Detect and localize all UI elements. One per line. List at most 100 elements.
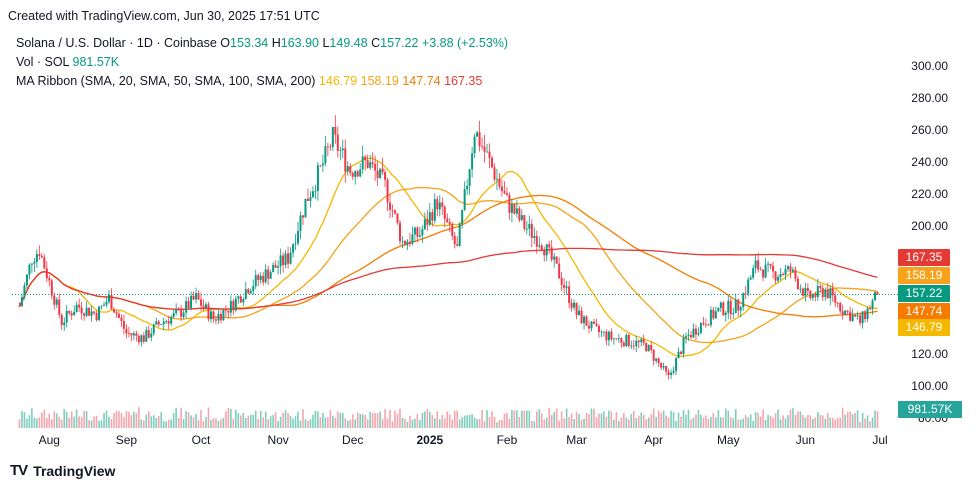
candle-114	[301, 215, 304, 225]
volume-bar-49	[140, 419, 143, 428]
candle-178	[461, 209, 464, 229]
volume-bar-171	[443, 418, 446, 428]
volume-bar-318	[809, 415, 812, 428]
price-badge-1: 158.19	[898, 267, 950, 284]
volume-bar-21	[70, 411, 73, 428]
y-tick-label-10: 100.00	[911, 379, 948, 393]
candle-177	[458, 222, 461, 248]
volume-bar-53	[150, 416, 153, 428]
low-label: L	[322, 36, 330, 50]
volume-bar-330	[839, 417, 842, 428]
volume-bar-303	[772, 417, 774, 428]
volume-bar-41	[120, 413, 123, 428]
volume-bar-29	[90, 420, 93, 428]
volume-bar-309	[787, 415, 789, 428]
volume-bar-322	[819, 414, 822, 428]
volume-bar-154	[401, 417, 404, 428]
candle-263	[672, 366, 675, 375]
candle-217	[558, 257, 561, 279]
volume-bar-241	[618, 421, 620, 428]
volume-bar-138	[361, 414, 364, 428]
volume-bar-6	[33, 417, 36, 428]
volume-bar-100	[267, 419, 269, 428]
candle-259	[662, 362, 665, 371]
volume-bar-175	[453, 410, 456, 428]
candle-221	[568, 280, 571, 309]
candle-104	[277, 260, 280, 275]
candle-228	[585, 315, 588, 326]
candle-142	[371, 152, 374, 169]
volume-label[interactable]: Vol · SOL	[16, 55, 70, 69]
candle-345	[876, 291, 879, 295]
volume-bar-206	[531, 420, 533, 428]
volume-bar-344	[874, 410, 876, 428]
volume-bar-245	[628, 419, 630, 428]
candle-236	[605, 329, 608, 346]
ma20-value: 146.79	[318, 74, 358, 88]
open-value: 153.34	[230, 36, 269, 50]
tradingview-brand[interactable]: TV TradingView	[10, 462, 115, 479]
candle-216	[555, 256, 558, 264]
volume-bar-44	[128, 411, 130, 428]
volume-bar-120	[317, 411, 319, 428]
volume-bar-77	[210, 419, 212, 428]
volume-bar-296	[754, 411, 757, 428]
volume-bar-259	[662, 410, 665, 428]
volume-bar-30	[93, 416, 95, 428]
volume-bar-9	[41, 412, 43, 428]
volume-bar-224	[575, 411, 578, 428]
ma-label[interactable]: MA Ribbon (SMA, 20, SMA, 50, SMA, 100, S…	[16, 74, 316, 88]
candle-225	[578, 305, 581, 316]
y-tick-label-1: 280.00	[911, 91, 948, 105]
candle-155	[403, 239, 406, 246]
volume-bar-50	[143, 420, 145, 428]
candle-120	[316, 161, 319, 201]
volume-bar-306	[779, 419, 782, 428]
candle-139	[364, 154, 367, 171]
volume-bar-213	[548, 408, 551, 428]
volume-bar-273	[697, 409, 700, 428]
volume-bar-173	[448, 414, 451, 428]
volume-bar-237	[608, 410, 610, 428]
volume-bar-152	[396, 413, 399, 428]
volume-bar-91	[244, 417, 247, 428]
volume-bar-37	[110, 418, 113, 428]
x-tick-label-0: Aug	[39, 433, 60, 447]
volume-bar-177	[458, 419, 461, 428]
volume-bar-158	[411, 419, 414, 428]
volume-bar-51	[145, 414, 148, 428]
candle-10	[43, 254, 46, 270]
candle-156	[406, 239, 409, 251]
volume-bar-150	[391, 421, 394, 428]
volume-bar-327	[831, 417, 834, 428]
candle-255	[652, 348, 655, 366]
candle-69	[190, 291, 193, 311]
high-label: H	[271, 36, 281, 50]
candle-191	[493, 163, 496, 182]
candle-79	[214, 315, 217, 325]
candle-316	[804, 282, 807, 302]
volume-bar-174	[451, 419, 454, 428]
volume-bar-83	[225, 411, 227, 428]
candle-251	[642, 334, 645, 346]
candle-238	[610, 328, 613, 342]
x-tick-label-8: Apr	[644, 433, 663, 447]
candle-247	[632, 340, 635, 350]
candle-154	[401, 236, 404, 249]
candle-29	[90, 305, 93, 322]
volume-bar-128	[337, 411, 339, 428]
candle-59	[165, 319, 168, 325]
volume-bar-283	[722, 417, 725, 428]
volume-bar-340	[864, 418, 866, 428]
candle-229	[588, 320, 591, 334]
candle-131	[344, 139, 347, 183]
volume-bar-312	[794, 414, 797, 428]
volume-bar-329	[836, 417, 839, 428]
candle-117	[309, 191, 312, 208]
volume-bar-207	[533, 421, 536, 428]
candle-93	[249, 288, 252, 295]
symbol-label[interactable]: Solana / U.S. Dollar · 1D · Coinbase	[16, 36, 217, 50]
volume-bar-122	[322, 412, 324, 428]
candle-24	[78, 298, 81, 312]
